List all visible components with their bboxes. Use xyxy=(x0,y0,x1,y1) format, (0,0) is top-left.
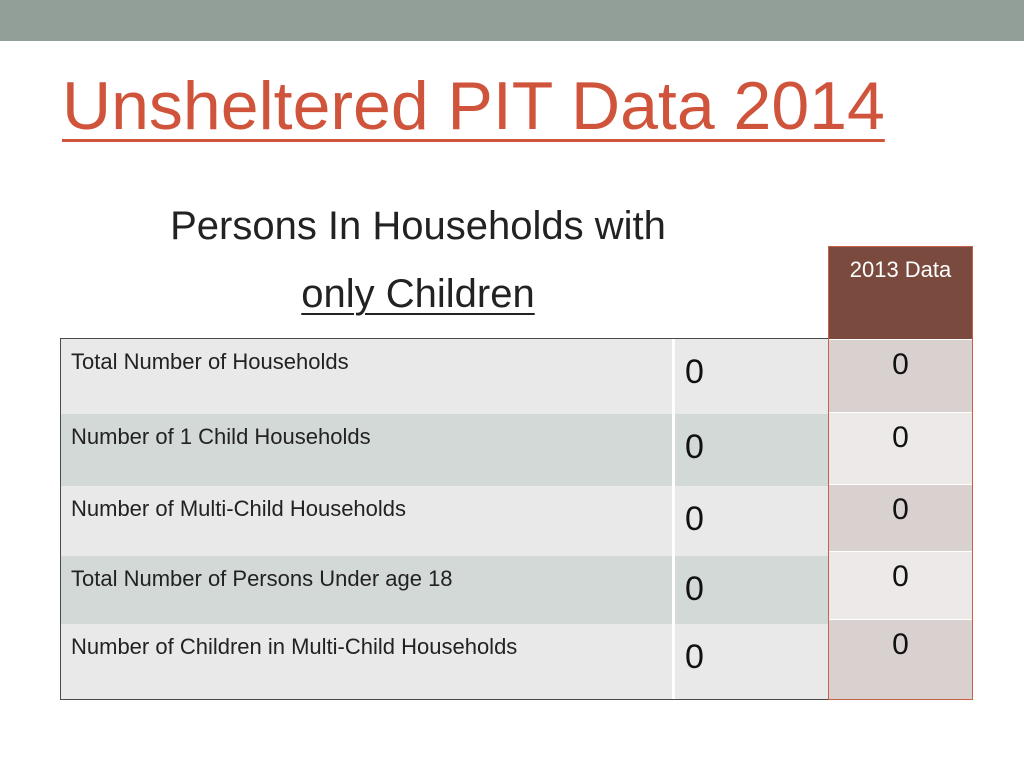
slide-title: Unsheltered PIT Data 2014 xyxy=(62,68,885,144)
table-row: Total Number of Households 0 xyxy=(61,339,830,414)
row-label: Number of Multi-Child Households xyxy=(61,486,675,556)
table-row: Total Number of Persons Under age 18 0 xyxy=(61,556,830,624)
table-row: Number of Children in Multi-Child Househ… xyxy=(61,624,830,699)
subtitle-line-1: Persons In Households with xyxy=(170,204,666,248)
data-column-2013: 2013 Data 0 0 0 0 0 xyxy=(828,246,973,700)
data-table-2014: Total Number of Households 0 Number of 1… xyxy=(60,338,830,700)
row-value-2014: 0 xyxy=(675,414,830,486)
slide-subtitle: Persons In Households with only Children xyxy=(68,192,768,328)
row-value-2014: 0 xyxy=(675,486,830,556)
row-value-2014: 0 xyxy=(675,339,830,414)
top-bar xyxy=(0,0,1024,41)
row-value-2014: 0 xyxy=(675,556,830,624)
row-label: Number of Children in Multi-Child Househ… xyxy=(61,624,675,699)
row-value-2013: 0 xyxy=(829,620,972,699)
row-value-2013: 0 xyxy=(829,340,972,412)
row-value-2013: 0 xyxy=(829,552,972,619)
subtitle-line-2: only Children xyxy=(301,272,535,316)
row-value-2014: 0 xyxy=(675,624,830,699)
row-label: Total Number of Persons Under age 18 xyxy=(61,556,675,624)
row-label: Number of 1 Child Households xyxy=(61,414,675,486)
table-row: Number of Multi-Child Households 0 xyxy=(61,486,830,556)
row-value-2013: 0 xyxy=(829,413,972,484)
column-header-2013: 2013 Data xyxy=(829,247,972,339)
table-row: Number of 1 Child Households 0 xyxy=(61,414,830,486)
row-value-2013: 0 xyxy=(829,485,972,551)
row-label: Total Number of Households xyxy=(61,339,675,414)
